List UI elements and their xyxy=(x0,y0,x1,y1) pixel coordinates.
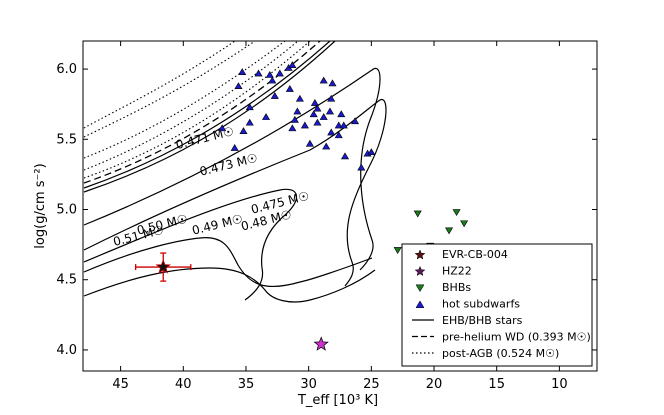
y-tick-label: 5.0 xyxy=(56,203,77,218)
hot-subdwarf-point xyxy=(262,113,271,120)
bhb-point xyxy=(393,247,402,254)
hot-subdwarf-point xyxy=(334,121,343,129)
x-tick-label: 20 xyxy=(426,377,443,392)
hot-subdwarf-point xyxy=(234,82,243,90)
hot-subdwarf-point xyxy=(319,76,328,84)
legend-label: post-AGB (0.524 M☉) xyxy=(442,347,559,360)
hot-subdwarf-point xyxy=(245,118,254,126)
hot-subdwarf-point xyxy=(319,113,328,120)
post-agb-track-3 xyxy=(83,41,286,159)
hot-subdwarf-point xyxy=(288,61,297,68)
hot-subdwarf-point xyxy=(295,94,304,102)
hot-subdwarf-point xyxy=(239,127,248,134)
hot-subdwarf-point xyxy=(268,76,277,84)
bhb-point xyxy=(413,210,422,218)
ehb-track-0473 xyxy=(83,237,373,288)
hot-subdwarf-point xyxy=(357,163,366,171)
post-agb-track-2 xyxy=(83,41,256,138)
x-axis-label: T_eff [10³ K] xyxy=(297,393,378,408)
ehb-track-050 xyxy=(83,41,336,193)
hot-subdwarf-point xyxy=(288,124,297,132)
hz22-star xyxy=(313,336,329,351)
hot-subdwarf-point xyxy=(275,69,284,77)
y-tick-label: 6.0 xyxy=(56,62,77,77)
x-tick-label: 15 xyxy=(488,377,505,392)
ehb-track-0471 xyxy=(83,267,376,303)
hot-subdwarf-point xyxy=(313,118,322,126)
hot-subdwarf-point xyxy=(367,148,376,156)
post-agb-track-1 xyxy=(83,41,236,129)
y-axis-label: log(g/cm s⁻²) xyxy=(33,163,48,248)
hot-subdwarf-point xyxy=(245,103,254,111)
hot-subdwarf-point xyxy=(340,152,350,160)
bhb-point xyxy=(460,220,469,228)
hot-subdwarf-point xyxy=(230,143,239,151)
legend-label: HZ22 xyxy=(442,265,472,278)
hot-subdwarf-point xyxy=(285,85,294,92)
hot-subdwarf-markers xyxy=(218,61,376,171)
model-tracks xyxy=(83,41,387,303)
hot-subdwarf-point xyxy=(290,115,299,123)
legend-label: BHBs xyxy=(442,281,471,294)
y-tick-label: 4.0 xyxy=(56,343,77,358)
y-tick-label: 5.5 xyxy=(56,132,77,147)
post-agb-track-5 xyxy=(83,41,311,179)
bhb-point xyxy=(452,209,461,217)
hot-subdwarf-point xyxy=(254,69,263,77)
legend: EVR-CB-004 HZ22 BHBs hot subdwarfs EHB/BHB s… xyxy=(401,243,593,367)
evr-star xyxy=(155,258,171,274)
ehb-track-0475 xyxy=(83,188,297,301)
hot-subdwarf-point xyxy=(309,110,318,118)
hot-subdwarf-point xyxy=(238,68,247,75)
legend-label: EHB/BHB stars xyxy=(442,314,523,327)
legend-label: EVR-CB-004 xyxy=(442,248,508,261)
hz22-marker xyxy=(313,336,329,351)
hot-subdwarf-point xyxy=(313,104,322,112)
hot-subdwarf-point xyxy=(322,142,331,150)
hot-subdwarf-point xyxy=(327,128,336,136)
x-tick-label: 40 xyxy=(175,377,192,392)
hot-subdwarf-point xyxy=(339,121,348,129)
legend-star-icon xyxy=(414,249,426,260)
ehb-track-049 xyxy=(83,67,381,271)
x-tick-label: 35 xyxy=(238,377,255,392)
hot-subdwarf-point xyxy=(270,92,279,99)
legend-triangle-down-icon xyxy=(415,284,425,293)
x-tick-label: 45 xyxy=(112,377,129,392)
legend-label: hot subdwarfs xyxy=(442,298,520,311)
x-tick-label: 25 xyxy=(363,377,380,392)
legend-box xyxy=(401,243,593,367)
legend-star-icon xyxy=(414,265,426,277)
hot-subdwarf-point xyxy=(265,70,274,78)
legend-label: pre-helium WD (0.393 M☉) xyxy=(442,331,591,344)
ehb-track-048 xyxy=(83,99,387,287)
hot-subdwarf-point xyxy=(328,79,337,87)
legend-triangle-up-icon xyxy=(415,300,425,308)
hot-subdwarf-point xyxy=(293,107,302,115)
hot-subdwarf-point xyxy=(310,99,319,106)
bhb-point xyxy=(445,227,454,235)
hot-subdwarf-point xyxy=(300,121,309,129)
evr-cb-004-marker xyxy=(135,252,192,282)
ehb-track-051 xyxy=(83,41,331,189)
hot-subdwarf-point xyxy=(305,139,314,147)
hot-subdwarf-point xyxy=(334,131,343,139)
y-tick-label: 4.5 xyxy=(56,273,77,288)
x-tick-label: 10 xyxy=(551,377,568,392)
hot-subdwarf-point xyxy=(351,117,360,125)
hot-subdwarf-point xyxy=(337,110,346,118)
hot-subdwarf-point xyxy=(218,124,227,132)
x-tick-label: 30 xyxy=(300,377,317,392)
x-axis-ticks: 45 40 35 30 25 20 15 10 xyxy=(112,41,568,392)
y-axis-ticks: 4.0 4.5 5.0 5.5 6.0 xyxy=(56,62,597,358)
hot-subdwarf-point xyxy=(325,107,334,115)
hot-subdwarf-point xyxy=(327,94,336,102)
